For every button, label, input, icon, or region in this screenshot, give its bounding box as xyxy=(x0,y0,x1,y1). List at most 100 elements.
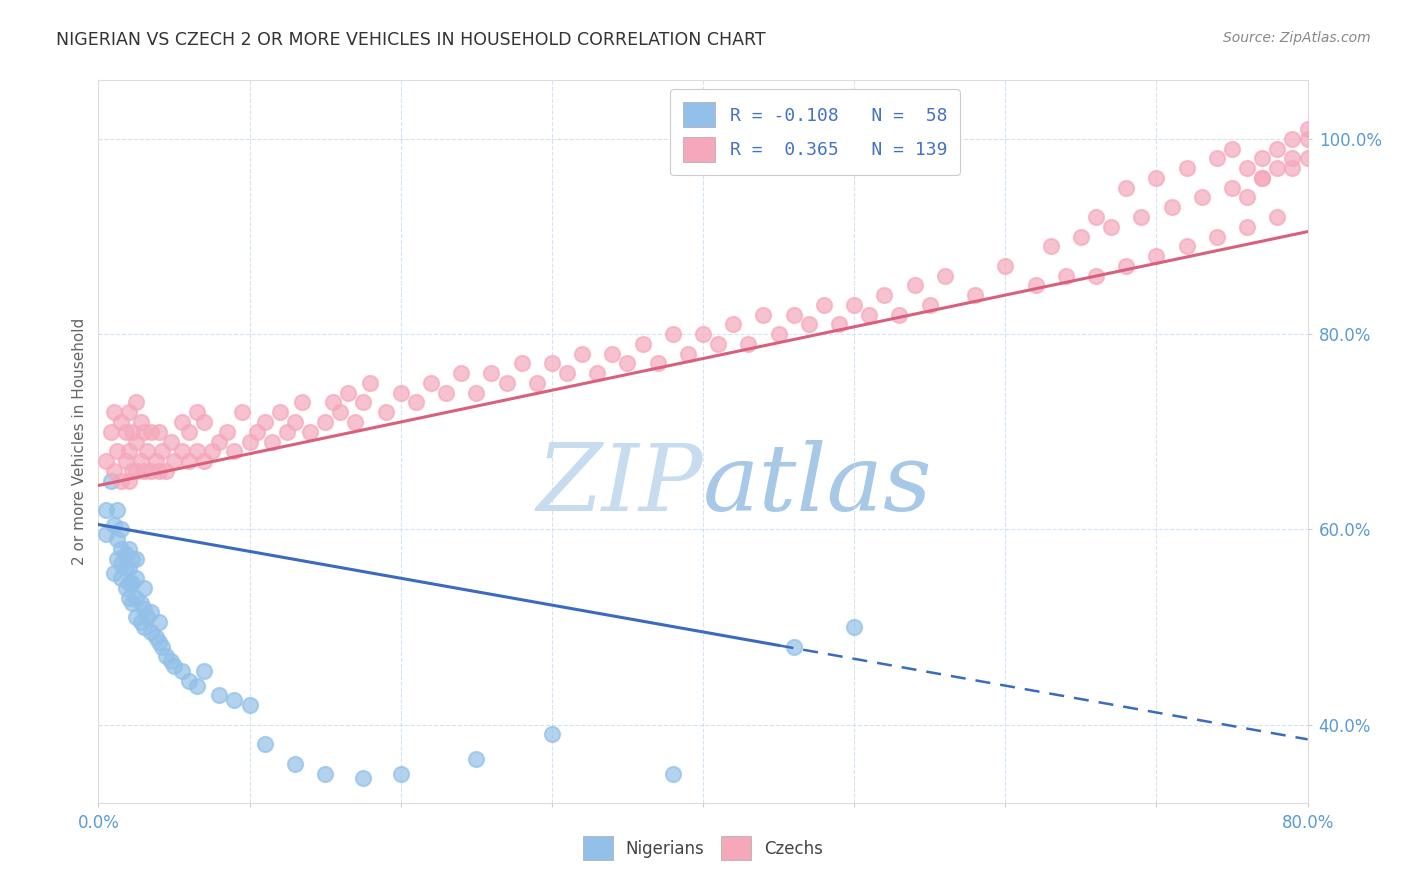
Point xyxy=(155,649,177,664)
Point xyxy=(132,620,155,634)
Point xyxy=(661,327,683,342)
Point xyxy=(1160,200,1182,214)
Point xyxy=(918,298,941,312)
Point xyxy=(103,566,125,581)
Point xyxy=(1054,268,1077,283)
Point xyxy=(389,766,412,780)
Point xyxy=(129,596,152,610)
Point xyxy=(125,551,148,566)
Point xyxy=(284,415,307,429)
Point xyxy=(1206,229,1229,244)
Point xyxy=(141,606,163,620)
Point xyxy=(360,376,382,390)
Point xyxy=(1024,278,1046,293)
Point xyxy=(114,425,136,439)
Point xyxy=(1085,268,1108,283)
Point xyxy=(405,395,427,409)
Point xyxy=(540,727,562,741)
Point xyxy=(889,308,911,322)
Point xyxy=(1220,180,1243,194)
Point xyxy=(224,693,246,707)
Point xyxy=(1130,210,1153,224)
Point xyxy=(269,405,291,419)
Point xyxy=(1220,142,1243,156)
Point xyxy=(145,454,167,468)
Point xyxy=(114,454,136,468)
Point xyxy=(125,464,148,478)
Point xyxy=(420,376,443,390)
Point xyxy=(374,405,396,419)
Point xyxy=(481,366,503,380)
Point xyxy=(844,620,866,634)
Point xyxy=(121,425,143,439)
Point xyxy=(103,405,125,419)
Point xyxy=(723,318,745,332)
Point xyxy=(94,454,117,468)
Point xyxy=(132,581,155,595)
Point xyxy=(186,679,208,693)
Point xyxy=(208,434,231,449)
Point xyxy=(103,464,125,478)
Point xyxy=(1099,219,1122,234)
Point xyxy=(1281,132,1303,146)
Point xyxy=(352,395,374,409)
Point xyxy=(434,385,457,400)
Point xyxy=(141,624,163,639)
Point xyxy=(783,308,806,322)
Point xyxy=(602,346,624,360)
Text: ZIP: ZIP xyxy=(536,440,703,530)
Point xyxy=(1085,210,1108,224)
Point xyxy=(179,425,201,439)
Point xyxy=(797,318,820,332)
Point xyxy=(737,337,759,351)
Point xyxy=(114,561,136,575)
Point xyxy=(179,454,201,468)
Point xyxy=(148,615,170,630)
Point xyxy=(904,278,927,293)
Point xyxy=(170,444,193,458)
Point xyxy=(1267,142,1289,156)
Point xyxy=(276,425,298,439)
Point xyxy=(291,395,314,409)
Point xyxy=(1267,210,1289,224)
Point xyxy=(344,415,367,429)
Point xyxy=(284,756,307,771)
Point xyxy=(934,268,956,283)
Point xyxy=(103,517,125,532)
Point xyxy=(844,298,866,312)
Point xyxy=(752,308,775,322)
Point xyxy=(329,405,352,419)
Point xyxy=(118,541,141,556)
Point xyxy=(118,474,141,488)
Point xyxy=(186,444,208,458)
Point xyxy=(179,673,201,688)
Point xyxy=(94,503,117,517)
Point xyxy=(1281,161,1303,176)
Legend: Nigerians, Czechs: Nigerians, Czechs xyxy=(576,830,830,867)
Point xyxy=(193,454,215,468)
Point xyxy=(1070,229,1092,244)
Point xyxy=(135,610,157,624)
Point xyxy=(1236,219,1258,234)
Point xyxy=(540,356,562,370)
Point xyxy=(110,557,132,571)
Point xyxy=(1206,152,1229,166)
Point xyxy=(1144,249,1167,263)
Point xyxy=(239,698,262,713)
Point xyxy=(231,405,253,419)
Point xyxy=(465,385,488,400)
Point xyxy=(1267,161,1289,176)
Point xyxy=(163,659,186,673)
Point xyxy=(253,737,276,751)
Point xyxy=(193,664,215,678)
Point xyxy=(141,425,163,439)
Point xyxy=(118,405,141,419)
Point xyxy=(647,356,669,370)
Point xyxy=(121,576,143,591)
Point xyxy=(510,356,533,370)
Point xyxy=(1296,122,1319,136)
Point xyxy=(495,376,517,390)
Point xyxy=(828,318,851,332)
Point xyxy=(125,434,148,449)
Point xyxy=(768,327,790,342)
